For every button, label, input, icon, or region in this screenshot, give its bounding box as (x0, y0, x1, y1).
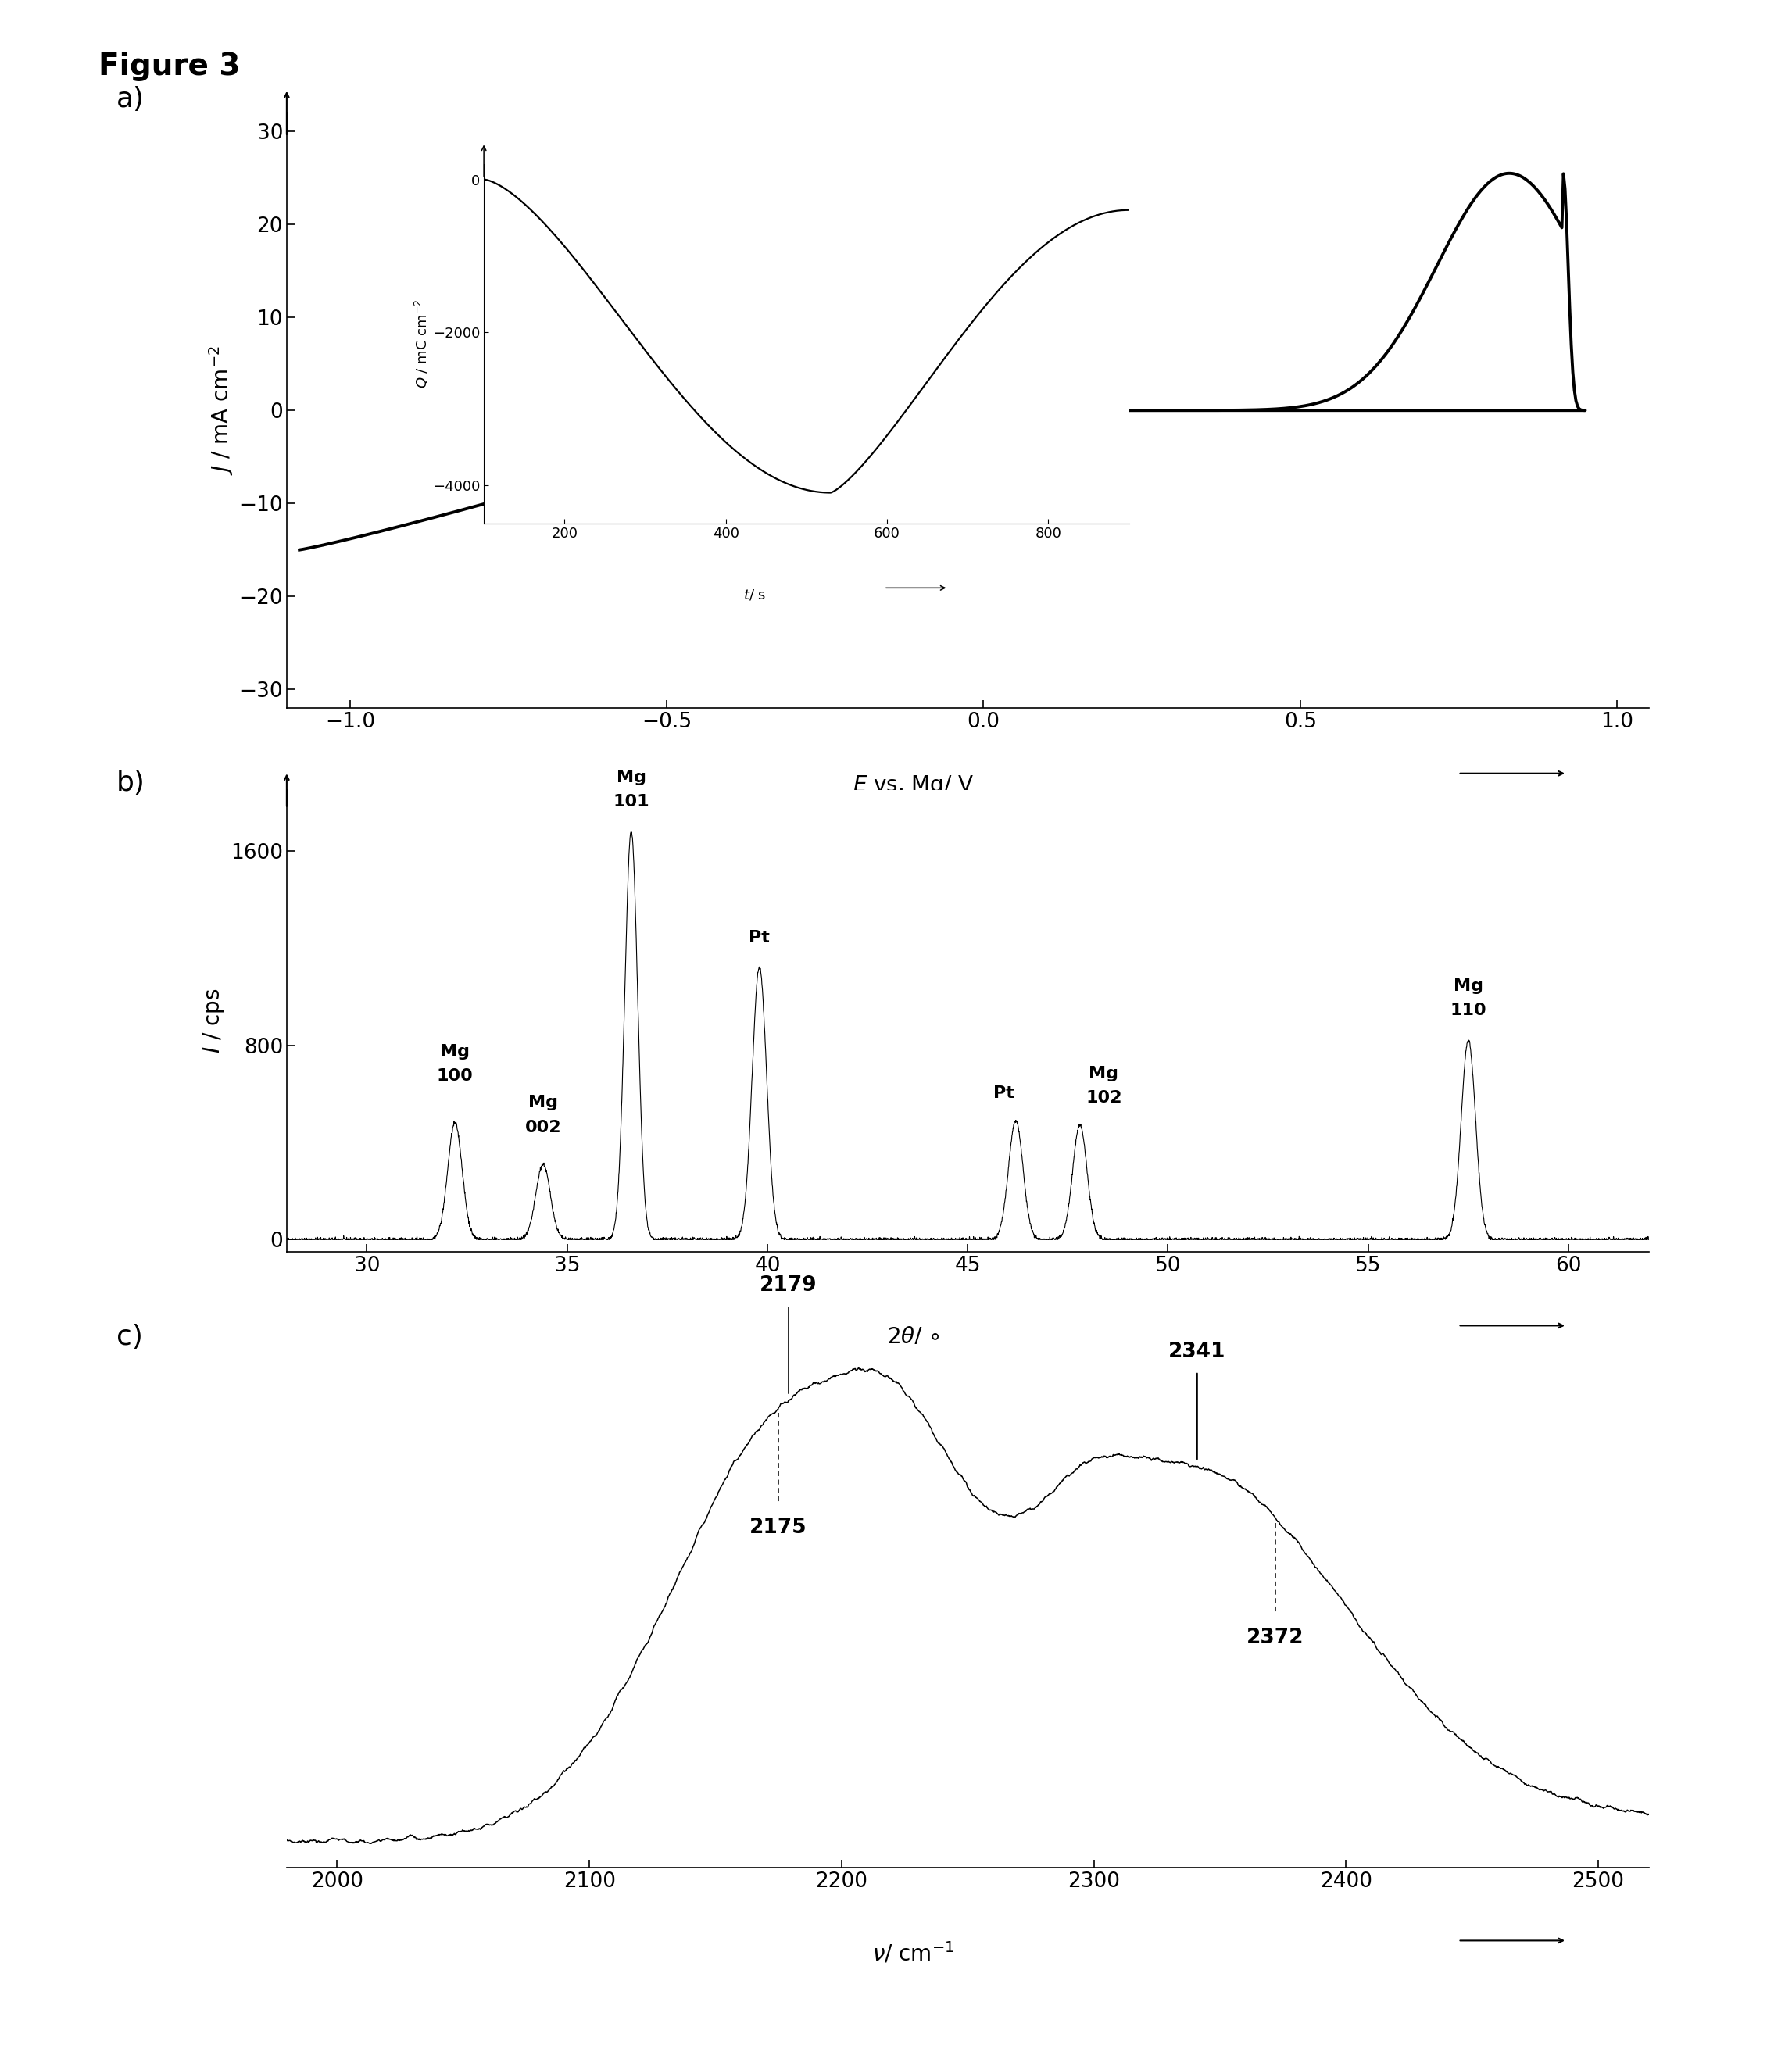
Text: 2175: 2175 (749, 1516, 806, 1537)
Text: Mg: Mg (1090, 1065, 1118, 1081)
Text: b): b) (116, 770, 145, 796)
Text: Figure 3: Figure 3 (99, 51, 240, 80)
Text: 002: 002 (525, 1120, 561, 1135)
Text: $2\theta$/ $\circ$: $2\theta$/ $\circ$ (887, 1326, 939, 1348)
Text: 100: 100 (437, 1069, 473, 1083)
Text: Pt: Pt (993, 1086, 1014, 1102)
Text: $t$/ s: $t$/ s (744, 589, 767, 601)
Text: 2341: 2341 (1168, 1342, 1226, 1363)
Text: c): c) (116, 1324, 143, 1350)
Text: Mg: Mg (441, 1044, 470, 1059)
Text: 102: 102 (1086, 1090, 1122, 1106)
Y-axis label: $Q$ / mC cm$^{-2}$: $Q$ / mC cm$^{-2}$ (414, 300, 430, 388)
Text: Mg: Mg (616, 770, 647, 786)
Text: $E$ vs. Mg/ V: $E$ vs. Mg/ V (853, 774, 973, 798)
Text: Mg: Mg (1453, 979, 1484, 993)
Y-axis label: $J$ / mA cm$^{-2}$: $J$ / mA cm$^{-2}$ (208, 345, 235, 476)
Text: 101: 101 (613, 794, 649, 808)
Text: $\nu$/ cm$^{-1}$: $\nu$/ cm$^{-1}$ (873, 1941, 955, 1966)
Text: 2179: 2179 (760, 1276, 817, 1295)
Text: Pt: Pt (749, 930, 771, 946)
Text: 110: 110 (1450, 1003, 1487, 1018)
Text: 2372: 2372 (1247, 1627, 1305, 1648)
Text: a): a) (116, 86, 145, 113)
Text: Mg: Mg (529, 1096, 557, 1110)
Y-axis label: $I$ / cps: $I$ / cps (202, 989, 226, 1053)
